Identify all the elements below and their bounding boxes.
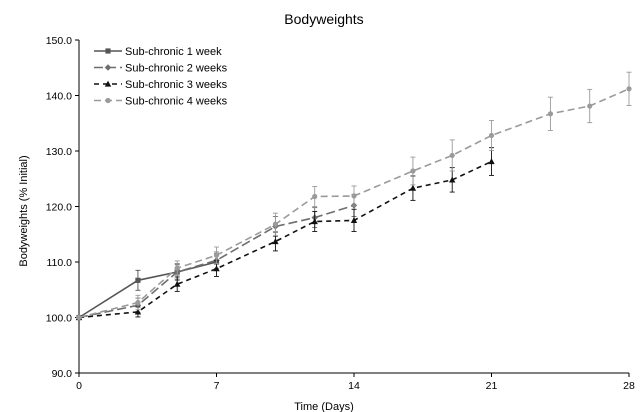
plot-area bbox=[75, 71, 632, 321]
data-point bbox=[351, 193, 357, 199]
data-point bbox=[449, 176, 456, 183]
data-point bbox=[587, 103, 593, 109]
y-tick-label: 150.0 bbox=[46, 35, 72, 47]
data-point bbox=[135, 299, 141, 306]
legend-item-1: Sub-chronic 1 week bbox=[94, 46, 222, 58]
data-point bbox=[135, 277, 141, 283]
data-point bbox=[105, 97, 111, 104]
series-3 bbox=[75, 147, 495, 321]
y-tick-label: 100.0 bbox=[46, 313, 72, 325]
legend-label: Sub-chronic 1 week bbox=[125, 46, 222, 58]
data-point bbox=[213, 265, 220, 272]
data-point bbox=[272, 221, 279, 227]
y-tick-label: 90.0 bbox=[52, 368, 73, 380]
data-point bbox=[626, 86, 632, 92]
data-point bbox=[174, 280, 181, 287]
y-tick-label: 110.0 bbox=[47, 257, 73, 269]
x-axis-title: Time (Days) bbox=[294, 401, 353, 412]
data-point bbox=[409, 184, 417, 191]
series-line bbox=[78, 261, 217, 319]
y-tick-label: 140.0 bbox=[46, 91, 72, 103]
data-point bbox=[547, 111, 554, 117]
axes: 90.0 100.0 110.0 120.0 130.0 140.0 150.0 0 7 14 21… bbox=[46, 35, 635, 392]
legend-item-4: Sub-chronic 4 weeks bbox=[94, 96, 228, 108]
data-point bbox=[488, 158, 495, 165]
x-tick-label: 14 bbox=[348, 380, 360, 392]
y-tick-label: 130.0 bbox=[46, 146, 72, 158]
data-point bbox=[272, 238, 279, 245]
data-point bbox=[105, 48, 111, 54]
x-tick-label: 7 bbox=[214, 380, 220, 392]
data-point bbox=[174, 265, 180, 271]
y-tick-label: 120.0 bbox=[46, 202, 72, 214]
data-point bbox=[488, 132, 495, 139]
series-line bbox=[78, 160, 492, 319]
data-point bbox=[312, 193, 318, 200]
series-4 bbox=[76, 71, 632, 321]
data-point bbox=[76, 314, 82, 321]
x-tick-label: 28 bbox=[623, 380, 635, 392]
x-tick-label: 0 bbox=[76, 380, 82, 392]
y-axis-title: Bodyweights (% Initial) bbox=[18, 155, 30, 266]
legend-label: Sub-chronic 3 weeks bbox=[125, 79, 228, 91]
data-point bbox=[104, 64, 112, 71]
data-point bbox=[410, 168, 416, 174]
data-point bbox=[134, 308, 142, 315]
legend-item-3: Sub-chronic 3 weeks bbox=[94, 79, 228, 91]
legend-label: Sub-chronic 2 weeks bbox=[125, 63, 228, 75]
series-1 bbox=[76, 253, 220, 321]
chart-title: Bodyweights bbox=[284, 11, 363, 27]
legend-label: Sub-chronic 4 weeks bbox=[125, 96, 228, 108]
data-point bbox=[104, 80, 112, 87]
legend: Sub-chronic 1 week Sub-chronic 2 weeks Sub… bbox=[94, 46, 228, 108]
data-point bbox=[311, 218, 318, 225]
x-tick-label: 21 bbox=[486, 380, 498, 392]
data-point bbox=[449, 152, 455, 159]
data-point bbox=[350, 216, 358, 223]
data-point bbox=[213, 252, 220, 258]
legend-item-2: Sub-chronic 2 weeks bbox=[94, 63, 228, 75]
